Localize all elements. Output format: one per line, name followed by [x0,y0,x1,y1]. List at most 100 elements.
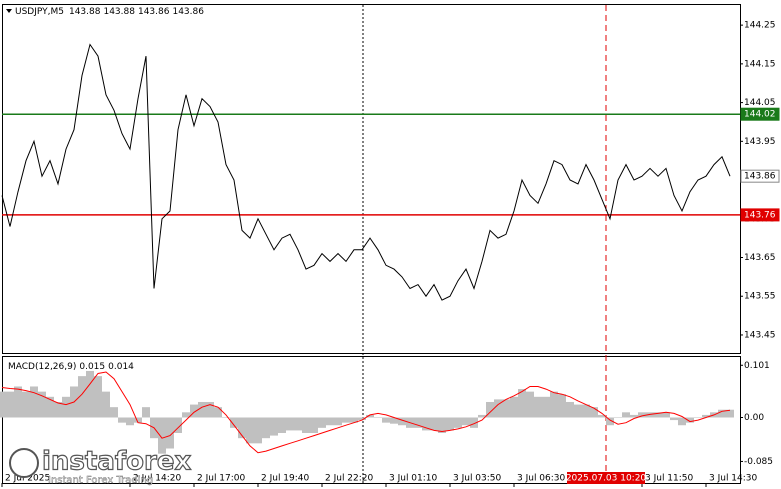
macd-bar [62,396,70,418]
macd-bar [494,399,502,418]
y-tick-label: 0.101 [744,361,770,371]
macd-bar [478,414,486,418]
x-tick-label: 3 Jul 06:30 [517,474,566,484]
macd-bar [366,414,374,418]
macd-bar [110,407,118,418]
macd-bar [454,417,462,428]
macd-bar [86,370,94,418]
macd-bar [486,401,494,418]
x-tick-label: 3 Jul 01:10 [389,474,438,484]
ohlc-value: 143.86 [138,7,170,17]
last-price-label: 143.86 [744,172,776,182]
x-tick-label: 3 Jul 11:50 [645,474,694,484]
price-panel [2,4,741,354]
x-tick-label: 2 Jul 2025 [5,474,50,484]
macd-bar [126,417,134,426]
macd-bar [598,414,606,418]
macd-bar [78,376,86,418]
level-label-box [740,208,780,222]
macd-bar [6,391,14,418]
macd-bar [702,414,710,418]
macd-bar [558,394,566,418]
crosshair-label: 2025.07.03 10:20 [566,474,647,484]
macd-bar [190,404,198,418]
macd-bar [582,404,590,418]
macd-bar [606,417,614,426]
collapse-arrow [6,9,12,13]
watermark-brand: instaforex [42,447,192,477]
x-tick-label: 2 Jul 19:40 [261,474,310,484]
macd-bar [718,409,726,418]
macd-bar [518,389,526,418]
watermark-tagline: Instant Forex Trading [48,475,153,486]
macd-bar [694,417,702,418]
ohlc-value: 143.88 [103,7,135,17]
macd-bar [270,417,278,436]
macd-bar [446,417,454,431]
macd-bar [342,417,350,423]
macd-bar [590,407,598,418]
macd-bar [726,409,734,418]
macd-bar [334,417,342,426]
signal-line [1,371,731,454]
macd-bar [438,417,446,434]
macd-bar [286,417,294,431]
indicator-value: 0.014 [108,362,134,372]
macd-bar [614,417,622,418]
x-tick-label: 3 Jul 03:50 [453,474,502,484]
y-tick-label: 143.45 [744,330,776,340]
macd-bar [166,417,174,449]
crosshair-label-box [567,472,645,484]
macd-bar [374,417,382,418]
macd-bar [30,386,38,418]
y-tick-label: 0.00 [744,413,764,423]
macd-bar [142,407,150,418]
macd-bar [198,401,206,418]
macd-bar [422,417,430,431]
macd-bar [310,417,318,434]
level-label: 143.76 [744,210,776,220]
macd-bar [254,417,262,444]
y-tick-label: 144.15 [744,59,776,69]
watermark-logo [9,448,39,478]
price-line [1,43,731,301]
y-tick-label: 144.25 [744,21,776,31]
x-tick-label: 2 Jul 17:00 [197,474,246,484]
macd-bar [262,417,270,439]
last-price-label-box [740,169,780,183]
macd-header: MACD(12,26,9) 0.015 0.014 [8,362,134,372]
macd-bar [502,399,510,418]
macd-bar [102,391,110,418]
y-tick-label: 144.05 [744,98,776,108]
macd-bar [358,417,366,421]
macd-bar [398,417,406,426]
y-tick-label: 143.65 [744,253,776,263]
x-tick-label: 2 Jul 14:20 [133,474,182,484]
macd-bar [246,417,254,444]
macd-bar [318,417,326,428]
macd-bar [158,417,166,454]
macd-bar [630,414,638,418]
macd-bar [430,417,438,431]
macd-bar [670,417,678,421]
macd-bar [46,396,54,418]
macd-bar [350,417,358,423]
macd-bar [214,407,222,418]
macd-bar [238,417,246,439]
macd-bar [278,417,286,434]
macd-bar [678,417,686,426]
macd-bar [574,404,582,418]
macd-bar [206,401,214,418]
macd-bar [38,391,46,418]
macd-bar [638,412,646,418]
macd-bar [174,417,182,434]
macd-bar [222,417,230,418]
macd-bar [390,417,398,424]
y-tick-label: 143.95 [744,137,776,147]
macd-bar [462,417,470,426]
macd-bar [510,396,518,418]
indicator-value: 0.015 [79,362,105,372]
macd-bar [0,391,6,418]
